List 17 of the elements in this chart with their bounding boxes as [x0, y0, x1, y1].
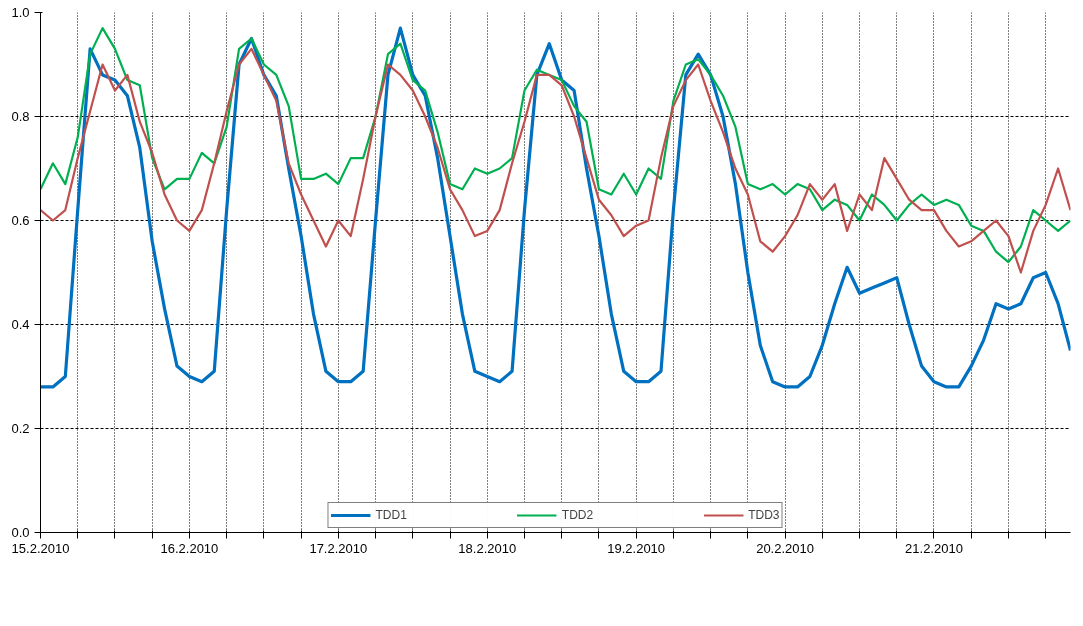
x-tick-label: 15.2.2010 — [11, 540, 70, 556]
x-tick-label: 21.2.2010 — [905, 540, 963, 556]
y-tick-label: 0.2 — [11, 421, 30, 436]
x-tick-label: 17.2.2010 — [309, 540, 368, 556]
x-tick-label: 19.2.2010 — [607, 540, 666, 556]
y-tick-label: 0.6 — [11, 213, 30, 228]
y-tick-label: 0.0 — [11, 525, 30, 540]
line-series — [40, 26, 1071, 389]
legend-label: TDD3 — [748, 508, 780, 522]
x-tick-label: 16.2.2010 — [160, 540, 219, 556]
y-tick-label: 0.4 — [11, 317, 30, 332]
x-tick-label: 18.2.2010 — [458, 540, 517, 556]
y-tick-label: 0.8 — [11, 109, 30, 124]
legend-label: TDD1 — [375, 508, 407, 522]
x-tick-label: 20.2.2010 — [756, 540, 815, 556]
y-tick-label: 1.0 — [11, 5, 30, 20]
legend-label: TDD2 — [561, 508, 594, 522]
